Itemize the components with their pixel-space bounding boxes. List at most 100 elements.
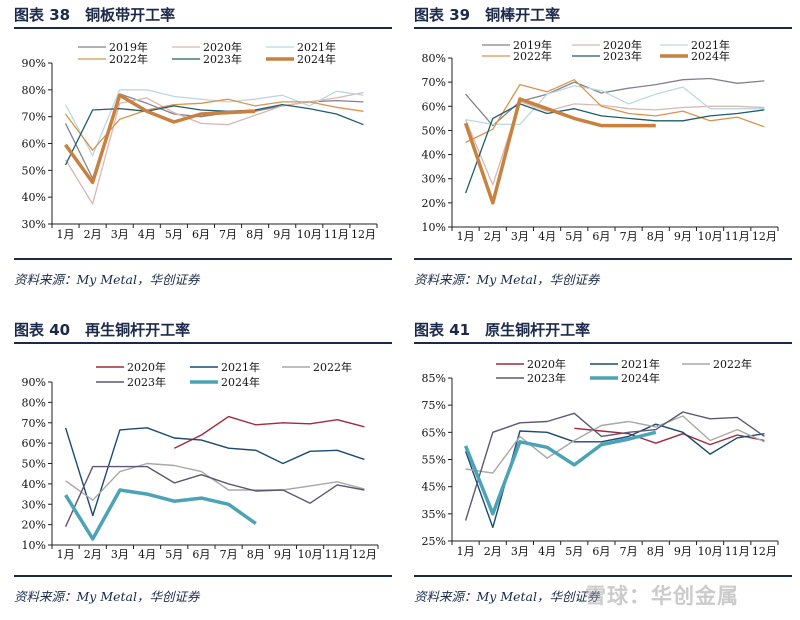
series-line-2022年 — [465, 415, 765, 474]
y-tick-label: 80% — [22, 396, 46, 409]
series-line-2024年 — [64, 488, 257, 541]
legend-label: 2024年 — [621, 371, 660, 385]
x-tick-label: 6月 — [192, 548, 210, 561]
legend-label: 2020年 — [203, 40, 242, 54]
y-tick-label: 90% — [22, 57, 46, 70]
watermark: 雪球：华创金属 — [585, 584, 739, 608]
footer-divider — [414, 575, 792, 577]
x-tick-label: 10月 — [298, 548, 323, 561]
x-tick-label: 2月 — [484, 545, 502, 558]
x-tick-label: 7月 — [620, 230, 638, 243]
series-line-2023年 — [64, 465, 365, 527]
legend-label: 2021年 — [297, 40, 336, 54]
source-note: 资料来源：My Metal，华创证券 — [414, 589, 600, 604]
source-note: 资料来源：My Metal，华创证券 — [14, 272, 200, 287]
footer-divider — [14, 575, 392, 577]
series-line-2021年 — [464, 423, 765, 529]
series-line-2024年 — [463, 430, 657, 516]
legend-label: 2022年 — [713, 357, 752, 371]
x-tick-label: 2月 — [84, 228, 102, 241]
y-tick-label: 85% — [422, 372, 446, 385]
y-tick-label: 65% — [422, 426, 446, 439]
chart-39: 10% 20% 30% 40% 50% 60% 70% 80% 1月 2月 3月 4月 5月 6月 7月 8月… — [422, 38, 779, 243]
legend-label: 2024年 — [221, 375, 260, 389]
y-tick-label: 60% — [422, 100, 446, 113]
series-line-2023年 — [464, 103, 765, 194]
chart-panel-38: 图表 38 铜板带开工率 30% 40% 50% 60% 70% 80% 90% 1月 2月 3月… — [0, 0, 400, 305]
title-divider — [14, 342, 392, 344]
x-tick-label: 10月 — [698, 545, 723, 558]
x-tick-label: 11月 — [325, 548, 350, 561]
y-tick-label: 45% — [422, 481, 446, 494]
legend-label: 2022年 — [313, 360, 352, 374]
x-tick-label: 3月 — [511, 230, 529, 243]
y-tick-label: 40% — [22, 478, 46, 491]
x-tick-label: 8月 — [647, 545, 665, 558]
x-tick-label: 7月 — [220, 548, 238, 561]
legend-label: 2023年 — [127, 375, 166, 389]
x-tick-label: 3月 — [111, 548, 129, 561]
x-tick-label: 4月 — [138, 228, 156, 241]
x-tick-label: 2月 — [84, 548, 102, 561]
x-tick-label: 11月 — [324, 228, 349, 241]
x-tick-label: 4月 — [138, 548, 156, 561]
legend-label: 2022年 — [109, 52, 148, 66]
legend-label: 2020年 — [527, 357, 566, 371]
chart-41: 25% 35% 45% 55% 65% 75% 85% 1月 2月 3月 4月 5月 6月 7月 8月 9月 1… — [422, 357, 779, 558]
y-tick-label: 80% — [22, 84, 46, 97]
legend-label: 2024年 — [297, 52, 336, 66]
chart-title: 图表 40 再生铜杆开工率 — [14, 321, 191, 339]
x-tick-label: 8月 — [246, 228, 264, 241]
chart-panel-39: 图表 39 铜棒开工率 10% 20% 30% 40% 50% 60% 70% 80% 1月 2月… — [400, 0, 800, 305]
series-line-2021年 — [64, 427, 365, 517]
legend-label: 2020年 — [127, 360, 166, 374]
chart-title: 图表 41 原生铜杆开工率 — [414, 321, 591, 339]
y-tick-label: 55% — [422, 454, 446, 467]
x-tick-label: 2月 — [484, 230, 502, 243]
y-tick-label: 80% — [422, 52, 446, 65]
title-divider — [14, 27, 392, 29]
legend-label: 2023年 — [203, 52, 242, 66]
y-tick-label: 40% — [422, 149, 446, 162]
source-note: 资料来源：My Metal，华创证券 — [14, 589, 200, 604]
series-line-2020年 — [574, 427, 765, 446]
series-line-2022年 — [65, 462, 365, 501]
x-tick-label: 1月 — [57, 548, 75, 561]
legend-label: 2022年 — [513, 49, 552, 63]
footer-divider — [14, 258, 392, 260]
x-tick-label: 11月 — [725, 545, 750, 558]
x-tick-label: 5月 — [165, 548, 183, 561]
x-tick-label: 1月 — [457, 545, 475, 558]
chart-panel-40: 图表 40 再生铜杆开工率 10% 20% 30% 40% 50% 60% 70% 80% 90… — [0, 315, 400, 620]
y-tick-label: 50% — [422, 124, 446, 137]
y-tick-label: 25% — [422, 535, 446, 548]
series-line-2019年 — [465, 77, 765, 127]
chart-40: 10% 20% 30% 40% 50% 60% 70% 80% 90% 1月 2月 3月 4月 5月 6月 7… — [22, 360, 379, 561]
x-tick-label: 4月 — [538, 230, 556, 243]
chart-title: 图表 39 铜棒开工率 — [414, 6, 561, 24]
x-tick-label: 11月 — [725, 230, 750, 243]
y-tick-label: 20% — [22, 519, 46, 532]
x-tick-label: 1月 — [57, 228, 75, 241]
y-tick-label: 10% — [22, 539, 46, 552]
y-tick-label: 50% — [22, 164, 46, 177]
legend-label: 2021年 — [221, 360, 260, 374]
x-tick-label: 10月 — [698, 230, 723, 243]
series-line-2022年 — [64, 98, 364, 151]
series-line-2022年 — [465, 79, 765, 144]
x-tick-label: 8月 — [647, 230, 665, 243]
x-tick-label: 9月 — [674, 230, 692, 243]
series-line-2023年 — [464, 411, 765, 521]
x-tick-label: 12月 — [351, 228, 376, 241]
x-tick-label: 8月 — [247, 548, 265, 561]
legend-label: 2021年 — [691, 38, 730, 52]
series-line-2020年 — [64, 91, 364, 205]
y-tick-label: 60% — [22, 437, 46, 450]
x-tick-label: 3月 — [111, 228, 129, 241]
legend-label: 2023年 — [603, 49, 642, 63]
source-note: 资料来源：My Metal，华创证券 — [414, 272, 600, 287]
y-tick-label: 70% — [22, 417, 46, 430]
footer-divider — [414, 258, 792, 260]
legend-label: 2019年 — [513, 38, 552, 52]
x-tick-label: 6月 — [592, 230, 610, 243]
